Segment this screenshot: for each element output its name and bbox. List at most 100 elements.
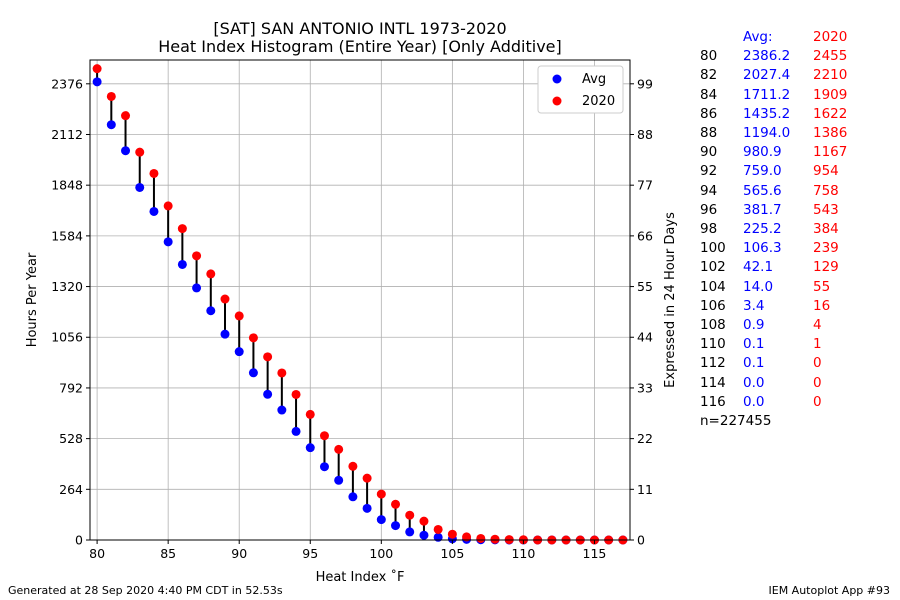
year-point: [319, 431, 329, 441]
table-temp-cell: 110: [700, 336, 726, 353]
table-year-cell: 543: [813, 201, 839, 218]
table-temp-cell: 90: [700, 144, 718, 161]
table-row: 106 3.4 16: [700, 297, 847, 316]
plot-frame: [89, 59, 631, 541]
table-year-cell: 239: [813, 240, 839, 257]
table-row: 84 1711.2 1909: [700, 86, 847, 105]
table-row: 102 42.1 129: [700, 258, 847, 277]
table-avg-cell: 106.3: [743, 240, 782, 257]
table-temp-cell: 98: [700, 221, 718, 238]
table-header: Avg: 2020: [700, 28, 847, 47]
x-tick-label: 90: [231, 546, 247, 561]
year-point: [433, 524, 443, 534]
year-point: [348, 461, 358, 471]
year-point: [405, 510, 415, 520]
avg-point: [248, 368, 258, 378]
y-right-tick-label: 22: [637, 431, 653, 446]
avg-point: [177, 259, 187, 269]
x-tick-label: 105: [440, 546, 464, 561]
table-avg-cell: 1711.2: [743, 86, 791, 103]
avg-point: [291, 426, 301, 436]
y-axis-label: Hours Per Year: [25, 252, 40, 347]
y-right-axis-label: Expressed in 24 Hour Days: [663, 212, 678, 388]
x-tick-label: 110: [511, 546, 535, 561]
x-tick-label: 115: [583, 546, 607, 561]
year-point: [192, 251, 202, 261]
y-right-tick-label: 66: [637, 228, 653, 243]
table-avg-cell: 1435.2: [743, 105, 791, 122]
avg-point: [277, 405, 287, 415]
table-year-cell: 55: [813, 278, 831, 295]
y-right-tick-label: 88: [637, 127, 653, 142]
table-avg-cell: 0.0: [743, 374, 765, 391]
y-tick-label: 792: [59, 380, 83, 395]
table-temp-cell: 82: [700, 67, 718, 84]
table-temp-cell: 104: [700, 278, 726, 295]
y-tick-label: 0: [75, 533, 83, 548]
table-row: 104 14.0 55: [700, 278, 847, 297]
table-row: 82 2027.4 2210: [700, 66, 847, 85]
table-year-cell: 1386: [813, 125, 848, 142]
table-temp-cell: 80: [700, 48, 718, 65]
table-row: 92 759.0 954: [700, 162, 847, 181]
x-tick-label: 100: [369, 546, 393, 561]
year-point: [248, 333, 258, 343]
table-avg-cell: 0.0: [743, 393, 765, 410]
table-row: 80 2386.2 2455: [700, 47, 847, 66]
avg-point: [348, 492, 358, 502]
avg-point: [192, 283, 202, 293]
year-point: [234, 311, 244, 321]
grid-lines: [90, 60, 630, 541]
y-right-tick-label: 44: [637, 330, 653, 345]
avg-point: [220, 329, 230, 339]
table-year-cell: 0: [813, 393, 822, 410]
chart-subtitle: Heat Index Histogram (Entire Year) [Only…: [158, 37, 562, 56]
chart-title: [SAT] SAN ANTONIO INTL 1973-2020: [213, 19, 506, 38]
table-row: 112 0.1 0: [700, 354, 847, 373]
table-year-cell: 954: [813, 163, 839, 180]
avg-column-header: Avg:: [743, 29, 773, 45]
table-year-cell: 1: [813, 336, 822, 353]
table-row: 100 106.3 239: [700, 239, 847, 258]
table-row: 98 225.2 384: [700, 220, 847, 239]
legend-2020-marker: [552, 96, 562, 106]
avg-point: [391, 521, 401, 531]
avg-point: [121, 146, 131, 156]
table-avg-cell: 225.2: [743, 221, 782, 238]
y-tick-label: 2376: [51, 76, 83, 91]
y-right-tick-label: 11: [637, 482, 653, 497]
year-point: [135, 147, 145, 157]
avg-point: [405, 527, 415, 537]
year-point: [305, 409, 315, 419]
table-row: 114 0.0 0: [700, 374, 847, 393]
year-point: [391, 499, 401, 509]
table-year-cell: 1909: [813, 86, 848, 103]
table-temp-cell: 94: [700, 182, 718, 199]
table-row: 90 980.9 1167: [700, 143, 847, 162]
table-year-cell: 2210: [813, 67, 848, 84]
table-temp-cell: 84: [700, 86, 718, 103]
table-row: 88 1194.0 1386: [700, 124, 847, 143]
y-right-tick-label: 99: [637, 76, 653, 91]
table-year-cell: 1622: [813, 105, 848, 122]
year-point: [362, 473, 372, 483]
x-axis-label: Heat Index ˚F: [316, 569, 405, 585]
y-right-axis-ticks: 0 11 22 33 44 55 66 77 88 99: [630, 76, 653, 548]
year-series: [92, 64, 628, 545]
y-tick-label: 1056: [51, 330, 83, 345]
y-right-tick-label: 77: [637, 178, 653, 193]
year-point: [447, 529, 457, 539]
y-axis-ticks: 0 264 528 792 1056 1320 1584 1848 2112 2376: [51, 76, 90, 548]
table-year-cell: 384: [813, 221, 839, 238]
year-point: [92, 64, 102, 74]
table-temp-cell: 112: [700, 355, 726, 372]
table-temp-cell: 102: [700, 259, 726, 276]
avg-point: [106, 120, 116, 130]
y-tick-label: 264: [59, 482, 83, 497]
avg-point: [135, 182, 145, 192]
year-point: [291, 389, 301, 399]
table-avg-cell: 42.1: [743, 259, 774, 276]
table-row: 86 1435.2 1622: [700, 105, 847, 124]
year-point: [163, 201, 173, 211]
year-point: [206, 269, 216, 279]
